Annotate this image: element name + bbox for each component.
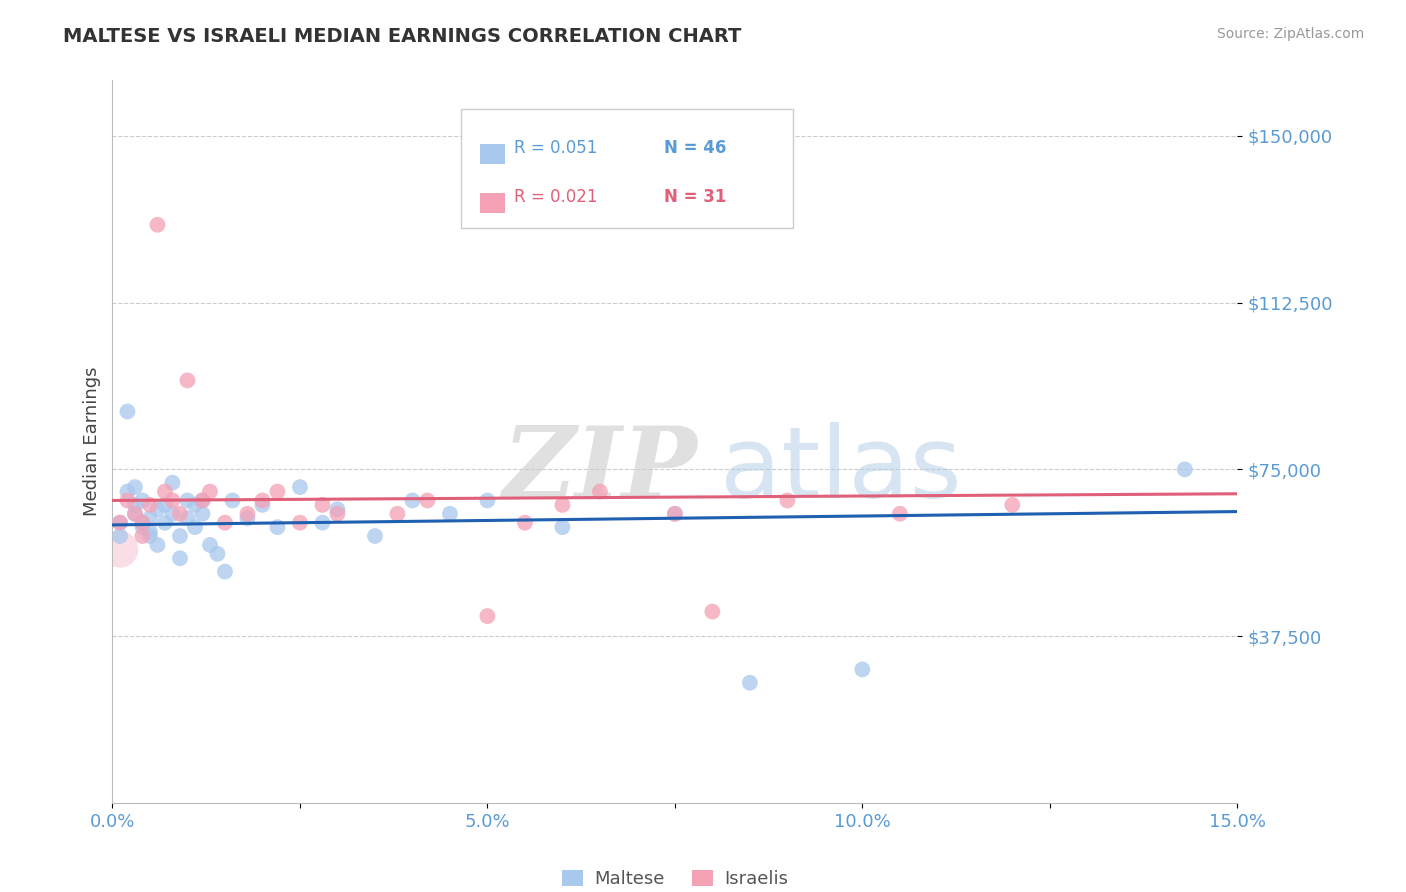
Text: MALTESE VS ISRAELI MEDIAN EARNINGS CORRELATION CHART: MALTESE VS ISRAELI MEDIAN EARNINGS CORRE… — [63, 27, 741, 45]
Text: R = 0.021: R = 0.021 — [515, 188, 598, 206]
Text: ZIP: ZIP — [502, 422, 697, 518]
Point — [198, 538, 221, 552]
Point — [124, 507, 146, 521]
Point — [108, 542, 131, 557]
Point — [252, 493, 274, 508]
Point — [139, 524, 162, 539]
Legend: Maltese, Israelis: Maltese, Israelis — [554, 863, 796, 892]
Point — [153, 498, 176, 512]
Point — [131, 520, 153, 534]
Point — [176, 373, 198, 387]
Point — [139, 529, 162, 543]
Point — [236, 511, 259, 525]
Point — [139, 498, 162, 512]
Point — [146, 538, 169, 552]
Point — [236, 507, 259, 521]
Point — [387, 507, 409, 521]
Point — [214, 565, 236, 579]
Point — [169, 507, 191, 521]
Point — [191, 507, 214, 521]
Point — [266, 520, 288, 534]
Point — [889, 507, 911, 521]
Point — [131, 529, 153, 543]
Point — [851, 662, 873, 676]
Point — [416, 493, 439, 508]
Point — [108, 516, 131, 530]
Point — [288, 480, 311, 494]
Point — [326, 507, 349, 521]
Bar — [481, 194, 505, 213]
Point — [288, 516, 311, 530]
Point — [364, 529, 387, 543]
Point — [551, 520, 574, 534]
Point — [401, 493, 423, 508]
Point — [108, 529, 131, 543]
Point — [214, 516, 236, 530]
Point — [702, 605, 724, 619]
Point — [221, 493, 243, 508]
Point — [131, 516, 153, 530]
Point — [477, 493, 499, 508]
Point — [266, 484, 288, 499]
Point — [326, 502, 349, 516]
Point — [124, 498, 146, 512]
Text: atlas: atlas — [720, 422, 962, 519]
Point — [146, 502, 169, 516]
Point — [153, 516, 176, 530]
Point — [169, 551, 191, 566]
Point — [1001, 498, 1024, 512]
Point — [153, 484, 176, 499]
Point — [124, 507, 146, 521]
Point — [513, 516, 536, 530]
Point — [664, 507, 686, 521]
Point — [117, 404, 139, 418]
Point — [162, 475, 184, 490]
Point — [176, 511, 198, 525]
Point — [551, 498, 574, 512]
Point — [252, 498, 274, 512]
Point — [439, 507, 461, 521]
Point — [139, 511, 162, 525]
Y-axis label: Median Earnings: Median Earnings — [83, 367, 101, 516]
Point — [311, 498, 333, 512]
Point — [1174, 462, 1197, 476]
Point — [191, 493, 214, 508]
Point — [131, 493, 153, 508]
Point — [184, 520, 207, 534]
Point — [184, 498, 207, 512]
Text: N = 46: N = 46 — [664, 139, 725, 157]
FancyBboxPatch shape — [461, 109, 793, 228]
Point — [664, 507, 686, 521]
Point — [776, 493, 799, 508]
Text: Source: ZipAtlas.com: Source: ZipAtlas.com — [1216, 27, 1364, 41]
Point — [738, 675, 761, 690]
Point — [124, 480, 146, 494]
Point — [117, 493, 139, 508]
Point — [169, 529, 191, 543]
Point — [117, 484, 139, 499]
Point — [176, 493, 198, 508]
Point — [108, 516, 131, 530]
Point — [146, 218, 169, 232]
Bar — [481, 145, 505, 164]
Point — [162, 507, 184, 521]
Text: R = 0.051: R = 0.051 — [515, 139, 598, 157]
Text: N = 31: N = 31 — [664, 188, 725, 206]
Point — [198, 484, 221, 499]
Point — [191, 493, 214, 508]
Point — [131, 516, 153, 530]
Point — [311, 516, 333, 530]
Point — [477, 609, 499, 624]
Point — [207, 547, 229, 561]
Point — [589, 484, 612, 499]
Point — [162, 493, 184, 508]
